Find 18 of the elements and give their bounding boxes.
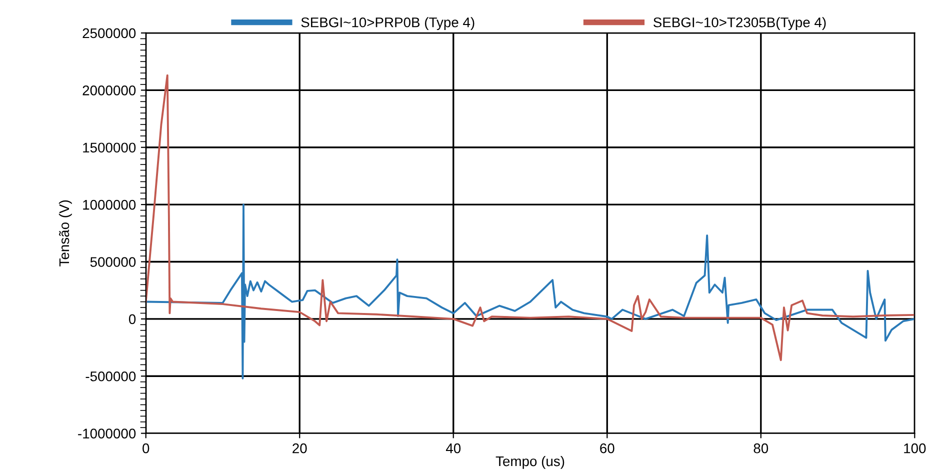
x-tick-label: 80 [754, 443, 768, 454]
y-tick-label: 2000000 [82, 85, 136, 96]
x-axis-title: Tempo (us) [496, 456, 564, 469]
y-tick-label: 500000 [90, 257, 136, 267]
x-tick-label: 60 [600, 443, 614, 454]
legend-label: SEBGI~10>T2305B(Type 4) [653, 17, 826, 30]
x-tick-label: 100 [904, 443, 926, 454]
y-tick-label: -1000000 [78, 428, 136, 438]
legend-label: SEBGI~10>PRP0B (Type 4) [301, 17, 474, 30]
y-tick-label: -500000 [86, 371, 136, 382]
y-axis-title: Tensão (V) [58, 200, 72, 266]
y-tick-label: 1000000 [83, 200, 136, 210]
y-tick-label: 1500000 [83, 142, 136, 153]
x-tick-label: 20 [292, 443, 307, 454]
y-tick-label: 2500000 [82, 28, 136, 38]
x-tick-label: 40 [446, 443, 461, 454]
x-tick-label: 0 [142, 443, 150, 454]
y-tick-label: 0 [128, 314, 136, 324]
